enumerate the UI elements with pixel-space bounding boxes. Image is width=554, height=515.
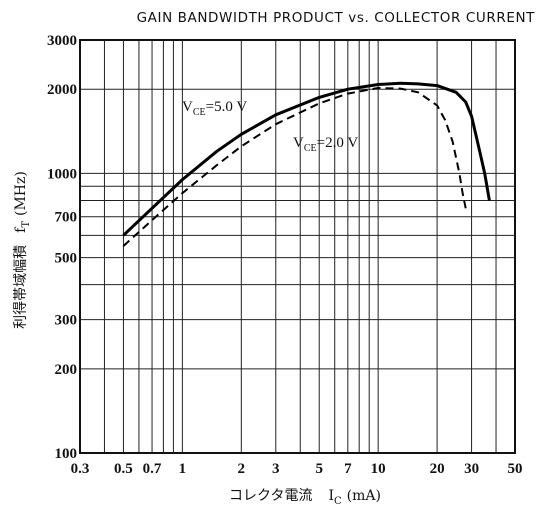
y-tick-label: 1000 [47,166,77,182]
x-tick-label: 5 [315,461,323,477]
x-tick-label: 1 [179,461,187,477]
x-tick-label: 50 [508,461,523,477]
y-tick-label: 3000 [47,33,77,49]
x-tick-label: 0.7 [143,461,162,477]
series-label-vce-2v: VCE=2.0 V [293,135,358,154]
x-tick-label: 20 [430,461,445,477]
x-tick-label: 10 [371,461,386,477]
grid [79,39,516,454]
y-tick-label: 300 [55,313,78,329]
x-tick-label: 3 [272,461,280,477]
y-tick-label: 100 [55,446,78,462]
y-axis-label: 利得帯域幅積fT(MHz) [12,171,32,329]
series-line-vce-2v [122,87,467,247]
y-tick-label: 200 [55,362,78,378]
x-tick-label: 0.5 [114,461,133,477]
x-tick-labels: 0.3 0.5 0.7 1 2 3 5 7 10 20 30 50 [71,461,523,477]
x-tick-label: 30 [464,461,479,477]
series-layer [122,81,491,247]
y-tick-label: 2000 [47,82,77,98]
y-tick-labels: 100 200 300 500 700 1000 2000 3000 [47,33,77,462]
x-tick-label: 0.3 [71,461,90,477]
x-tick-label: 2 [238,461,246,477]
series-label-vce-5v: VCE=5.0 V [182,99,247,118]
y-tick-label: 700 [55,210,78,226]
chart-title: GAIN BANDWIDTH PRODUCT vs. COLLECTOR CUR… [137,10,536,26]
x-axis-label: コレクタ電流 IC (mA) [229,488,381,507]
y-tick-label: 500 [55,251,78,267]
series-line-vce-5v [122,81,491,237]
plot-frame [79,39,516,454]
x-tick-label: 7 [344,461,352,477]
